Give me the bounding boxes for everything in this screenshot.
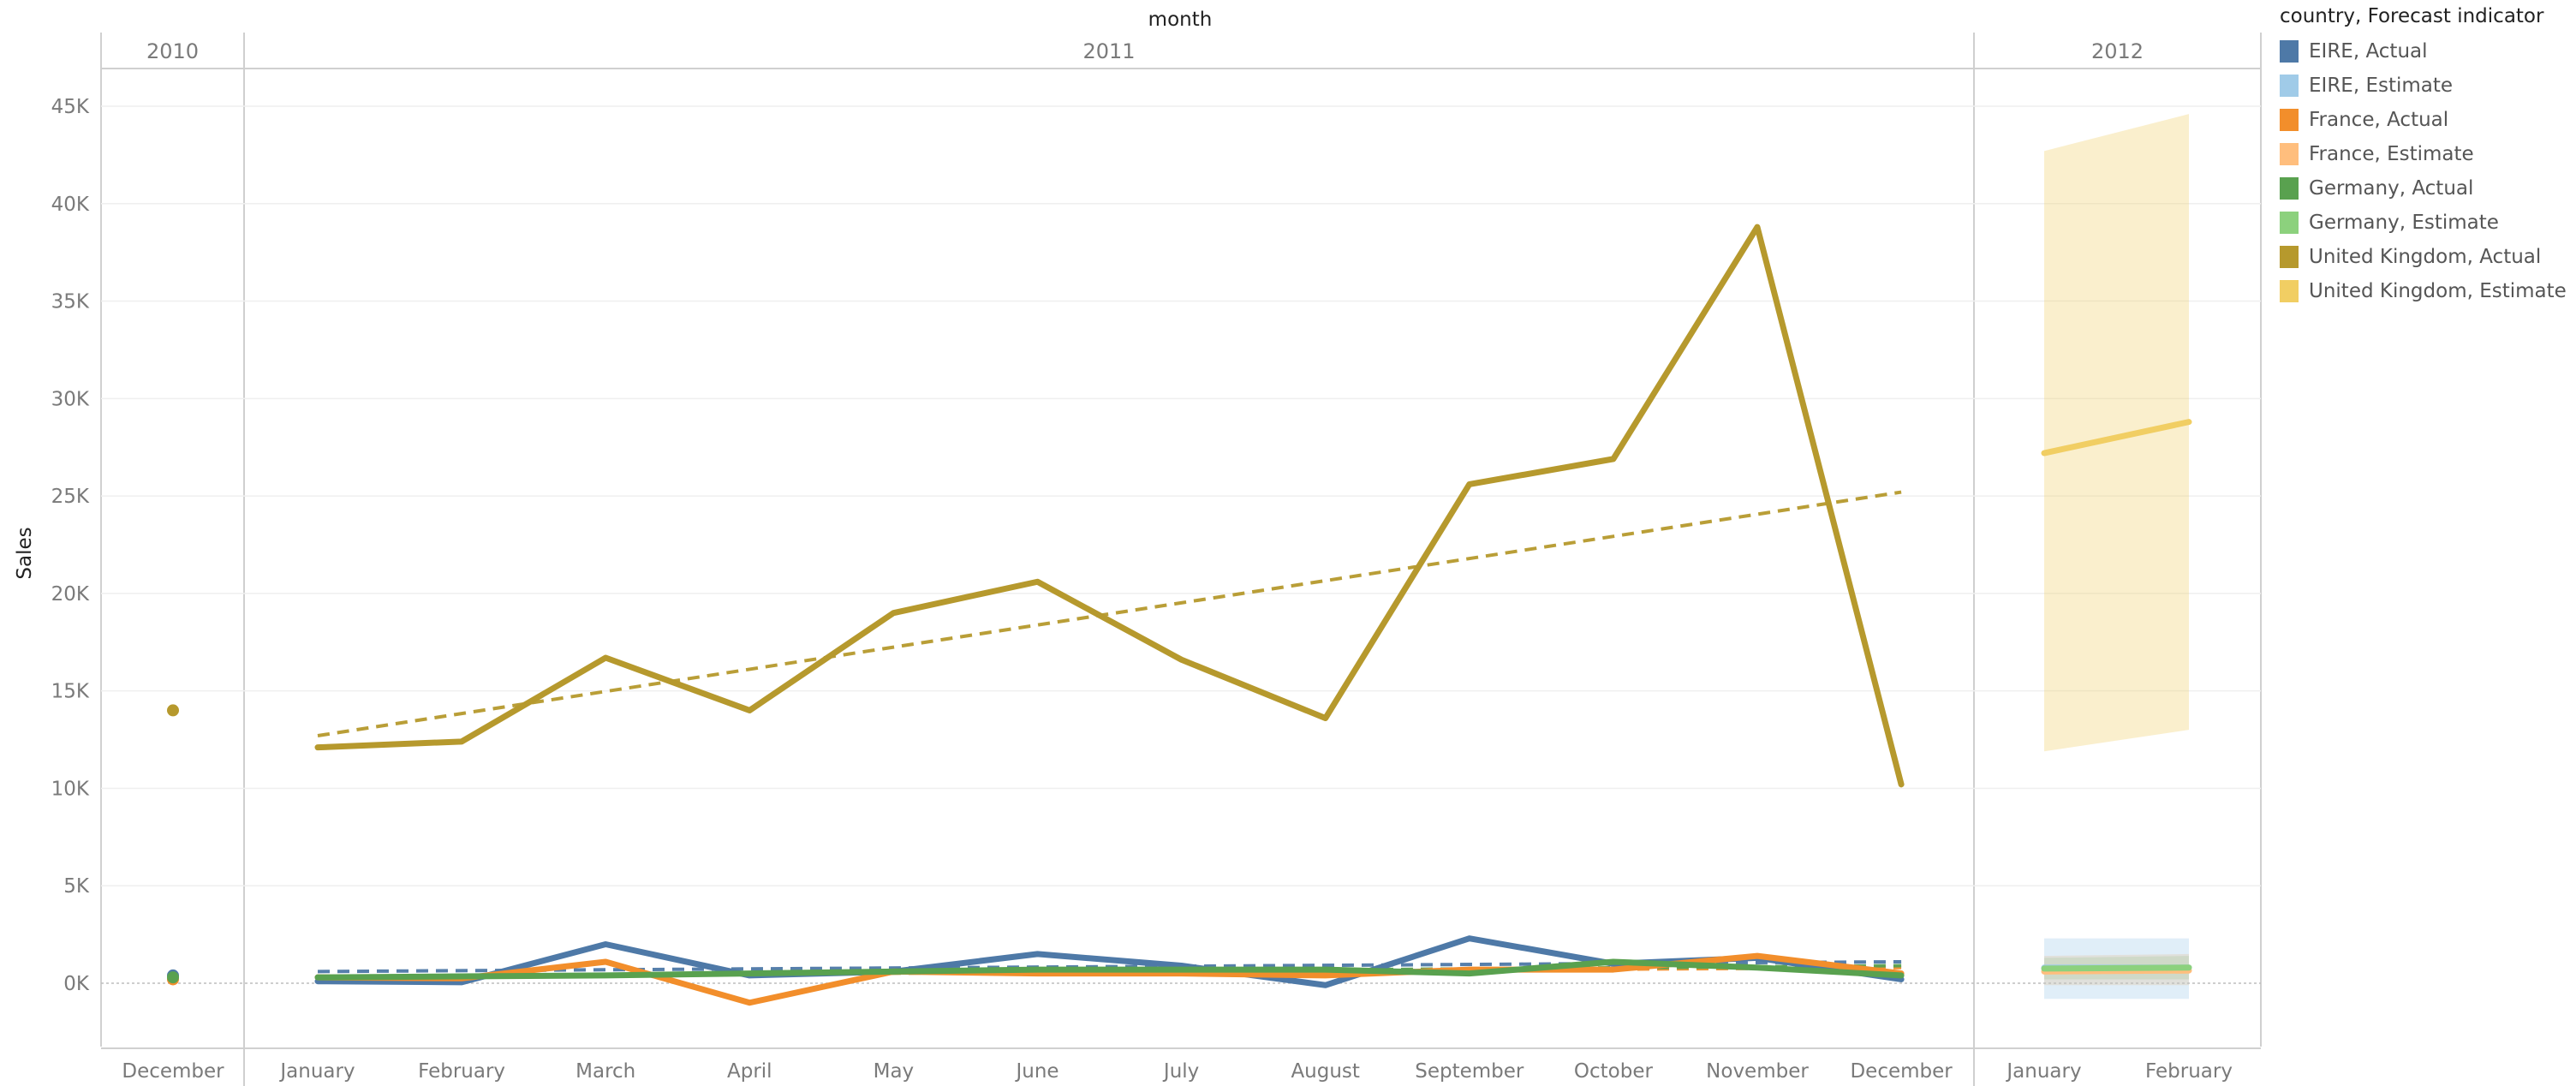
- legend-swatch: [2280, 280, 2299, 302]
- legend-label: Germany, Estimate: [2309, 212, 2499, 234]
- legend-label: EIRE, Estimate: [2309, 75, 2454, 97]
- legend-swatch: [2280, 109, 2299, 131]
- legend-label: France, Actual: [2309, 109, 2449, 131]
- legend-swatch: [2280, 177, 2299, 200]
- x-tick-label: February: [2145, 1060, 2233, 1083]
- legend-item: United Kingdom, Estimate: [2280, 274, 2576, 308]
- x-tick-label: December: [122, 1060, 224, 1083]
- legend-swatch: [2280, 212, 2299, 234]
- y-tick-label: 15K: [51, 681, 90, 703]
- legend-item: France, Actual: [2280, 103, 2576, 137]
- legend-swatch: [2280, 246, 2299, 268]
- legend-label: EIRE, Actual: [2309, 40, 2428, 63]
- chart-plot: 0K 5K 10K 15K 20K 25K 30K 35K 40K 45K month Sales 20…: [14, 9, 2262, 1086]
- legend-label: United Kingdom, Actual: [2309, 246, 2542, 268]
- year-header: 2010: [146, 39, 199, 63]
- data-point: [167, 971, 179, 984]
- x-tick-label: February: [418, 1060, 505, 1083]
- legend-item: EIRE, Estimate: [2280, 69, 2576, 103]
- x-tick-label: October: [1574, 1060, 1654, 1083]
- legend-swatch: [2280, 40, 2299, 63]
- legend-title: country, Forecast indicator: [2280, 5, 2544, 27]
- legend-swatch: [2280, 75, 2299, 97]
- x-tick-label: June: [1014, 1060, 1058, 1083]
- legend-label: Germany, Actual: [2309, 177, 2474, 200]
- legend-item: Germany, Actual: [2280, 171, 2576, 206]
- x-tick-label: November: [1706, 1060, 1809, 1083]
- x-tick-label: December: [1850, 1060, 1953, 1083]
- y-tick-label: 35K: [51, 291, 90, 313]
- data-point: [167, 704, 179, 717]
- y-tick-label: 25K: [51, 486, 90, 508]
- series-line: [314, 224, 1905, 788]
- legend-label: France, Estimate: [2309, 143, 2474, 165]
- y-tick-label: 40K: [51, 194, 90, 216]
- legend-item: United Kingdom, Actual: [2280, 240, 2576, 274]
- y-tick-label: 30K: [51, 388, 90, 410]
- x-tick-label: August: [1291, 1060, 1360, 1083]
- legend-label: United Kingdom, Estimate: [2309, 280, 2567, 302]
- legend-item: EIRE, Actual: [2280, 34, 2576, 69]
- chart-title: month: [1148, 9, 1213, 31]
- series-line: [314, 952, 1905, 1006]
- trend-line: [317, 490, 1902, 737]
- legend-swatch: [2280, 143, 2299, 165]
- x-tick-label: January: [2005, 1060, 2081, 1083]
- y-axis-title: Sales: [14, 527, 36, 579]
- y-tick-label: 5K: [63, 875, 90, 898]
- x-tick-label: March: [575, 1060, 635, 1083]
- forecast-line: [2041, 964, 2192, 972]
- legend: country, Forecast indicator EIRE, Actual…: [2280, 3, 2576, 308]
- x-tick-label: September: [1415, 1060, 1524, 1083]
- series-line: [314, 958, 1905, 981]
- year-header: 2011: [1082, 39, 1135, 63]
- legend-item: Germany, Estimate: [2280, 206, 2576, 240]
- legend-items: EIRE, Actual EIRE, Estimate France, Actual…: [2280, 34, 2576, 308]
- x-tick-label: April: [727, 1060, 772, 1083]
- y-tick-label: 45K: [51, 96, 90, 118]
- forecast-line: [2041, 419, 2192, 456]
- forecast-band: [2044, 114, 2189, 752]
- legend-item: France, Estimate: [2280, 137, 2576, 171]
- y-tick-label: 0K: [63, 973, 90, 995]
- y-tick-label: 10K: [51, 778, 90, 800]
- y-tick-label: 20K: [51, 583, 90, 606]
- x-tick-label: May: [874, 1060, 915, 1083]
- year-header: 2012: [2091, 39, 2144, 63]
- x-tick-label: July: [1162, 1060, 1199, 1083]
- x-tick-label: January: [278, 1060, 355, 1083]
